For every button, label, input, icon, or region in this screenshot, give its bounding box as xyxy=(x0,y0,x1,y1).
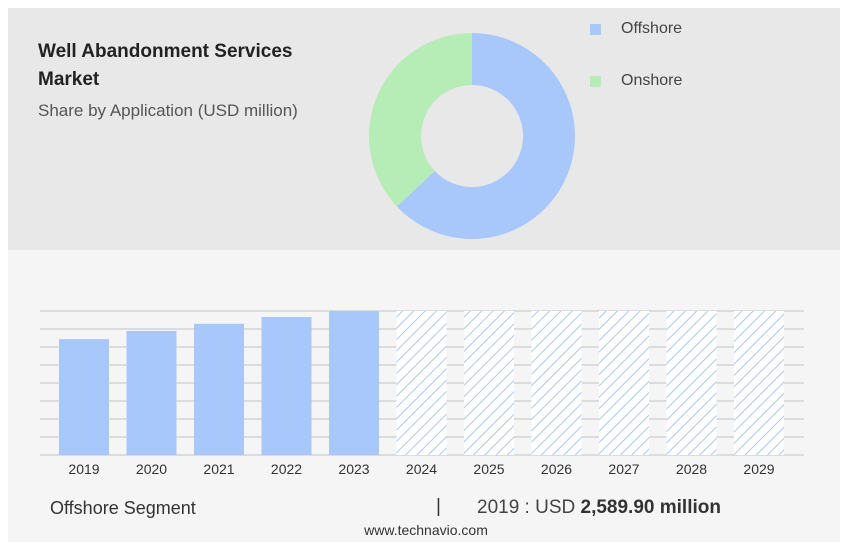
bar-2027 xyxy=(599,311,649,455)
chart-subtitle: Share by Application (USD million) xyxy=(38,101,298,120)
donut-slice-onshore xyxy=(369,32,472,207)
bar-2022 xyxy=(261,316,312,455)
legend-label-onshore: Onshore xyxy=(621,72,683,89)
donut-slice-offshore xyxy=(396,33,575,239)
x-tick-label: 2028 xyxy=(676,461,707,477)
x-tick-label: 2029 xyxy=(743,461,774,477)
x-tick-label: 2027 xyxy=(608,461,639,477)
legend-swatch-onshore xyxy=(590,75,601,87)
bar-2019 xyxy=(59,339,109,455)
legend-label-offshore: Offshore xyxy=(621,20,683,37)
footer-value-amount: 2,589.90 million xyxy=(580,497,721,518)
legend-item-onshore: Onshore xyxy=(590,72,682,90)
footer-value: 2019 : USD 2,589.90 million xyxy=(477,497,721,519)
chart-title: Well Abandonment Services Market xyxy=(38,41,293,90)
bar-2024 xyxy=(396,311,447,455)
x-axis-ticks: 2019 2020 2021 2022 2023 2024 2025 2026 2027 2028… xyxy=(68,461,774,477)
x-tick-label: 2023 xyxy=(338,461,369,477)
footer-separator: | xyxy=(436,496,441,517)
x-tick-label: 2019 xyxy=(68,461,99,477)
bar-chart xyxy=(59,311,784,455)
x-tick-label: 2021 xyxy=(203,461,234,477)
bar-2029 xyxy=(734,311,784,455)
bar-2028 xyxy=(666,311,717,455)
donut-chart xyxy=(369,32,575,239)
x-tick-label: 2024 xyxy=(406,461,437,477)
legend-swatch-offshore xyxy=(590,23,601,35)
footer-segment-label: Offshore Segment xyxy=(50,498,196,518)
x-tick-label: 2025 xyxy=(473,461,504,477)
x-tick-label: 2022 xyxy=(271,461,302,477)
footer-value-prefix: 2019 : USD xyxy=(477,497,576,518)
bar-2026 xyxy=(531,311,582,455)
bar-2023 xyxy=(329,311,379,455)
bar-2025 xyxy=(464,311,514,455)
bar-2021 xyxy=(194,323,244,455)
bar-2020 xyxy=(126,330,177,455)
source-link[interactable]: www.technavio.com xyxy=(364,522,488,538)
legend-item-offshore: Offshore xyxy=(590,20,682,38)
x-tick-label: 2026 xyxy=(541,461,572,477)
x-tick-label: 2020 xyxy=(136,461,167,477)
